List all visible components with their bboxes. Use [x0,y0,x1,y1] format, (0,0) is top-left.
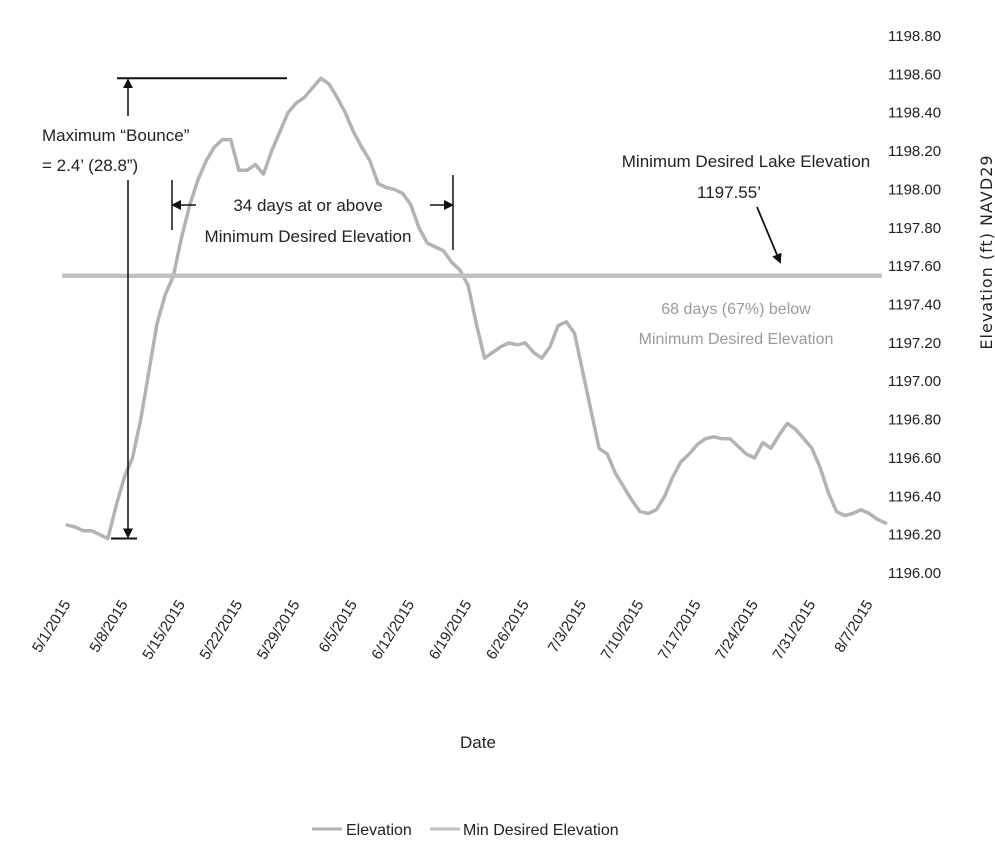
y-tick-label: 1196.00 [888,565,941,582]
y-tick-label: 1196.80 [888,412,941,429]
x-tick-label: 5/22/2015 [197,597,247,663]
x-tick-label: 6/26/2015 [483,597,533,663]
y-tick-label: 1196.20 [888,527,941,544]
below-label-line2: Minimum Desired Elevation [639,331,834,348]
x-tick-label: 6/5/2015 [316,597,361,656]
y-tick-label: 1198.20 [888,143,941,160]
bounce-label-line1: Maximum “Bounce” [42,126,190,145]
below-label-line1: 68 days (67%) below [661,301,811,318]
y-tick-label: 1197.20 [888,335,941,352]
y-tick-label: 1198.80 [888,28,941,45]
y-tick-label: 1197.00 [888,373,941,390]
min-desired-annotation: Minimum Desired Lake Elevation 1197.55’ [622,152,871,264]
legend-label-elevation: Elevation [346,822,412,839]
x-tick-label: 5/15/2015 [139,597,189,663]
y-tick-label: 1196.60 [888,450,941,467]
max-bounce-annotation: Maximum “Bounce” = 2.4’ (28.8”) [42,77,287,540]
x-tick-label: 5/8/2015 [86,597,131,656]
bounce-label-line2: = 2.4’ (28.8”) [42,156,138,175]
x-tick-label: 5/1/2015 [29,597,74,656]
days-below-annotation: 68 days (67%) below Minimum Desired Elev… [639,301,834,348]
min-desired-label-line2: 1197.55’ [697,183,761,202]
x-tick-label: 7/3/2015 [545,597,590,656]
x-tick-label: 7/10/2015 [598,597,648,663]
min-desired-pointer-arrow [756,206,782,264]
x-tick-label: 6/12/2015 [368,597,418,663]
above-label-line1: 34 days at or above [233,196,382,215]
y-tick-label: 1197.40 [888,297,941,314]
x-tick-label: 7/24/2015 [712,597,762,663]
days-above-annotation: 34 days at or above Minimum Desired Elev… [171,175,454,250]
elevation-series-line [65,76,888,541]
above-label-line2: Minimum Desired Elevation [205,227,412,246]
y-tick-label: 1198.40 [888,105,941,122]
x-tick-label: 7/17/2015 [655,597,705,663]
x-axis-ticks: 5/1/2015 5/8/2015 5/15/2015 5/22/2015 5/29/2… [29,597,877,663]
x-tick-label: 7/31/2015 [770,597,820,663]
x-tick-label: 6/19/2015 [426,597,476,663]
x-axis-title: Date [460,733,496,752]
legend-label-min-desired: Min Desired Elevation [463,822,619,839]
y-tick-label: 1197.80 [888,220,941,237]
x-tick-label: 5/29/2015 [254,597,304,663]
y-tick-label: 1198.00 [888,181,941,198]
y-tick-label: 1198.60 [888,66,941,83]
x-tick-label: 8/7/2015 [831,597,876,656]
y-axis-ticks: 1196.00 1196.20 1196.40 1196.60 1196.80 1197.… [888,28,941,582]
legend: Elevation Min Desired Elevation [312,822,619,839]
min-desired-label-line1: Minimum Desired Lake Elevation [622,152,871,171]
y-tick-label: 1197.60 [888,258,941,275]
y-axis-title: Elevation (ft) NAVD29 [977,154,995,349]
y-tick-label: 1196.40 [888,488,941,505]
